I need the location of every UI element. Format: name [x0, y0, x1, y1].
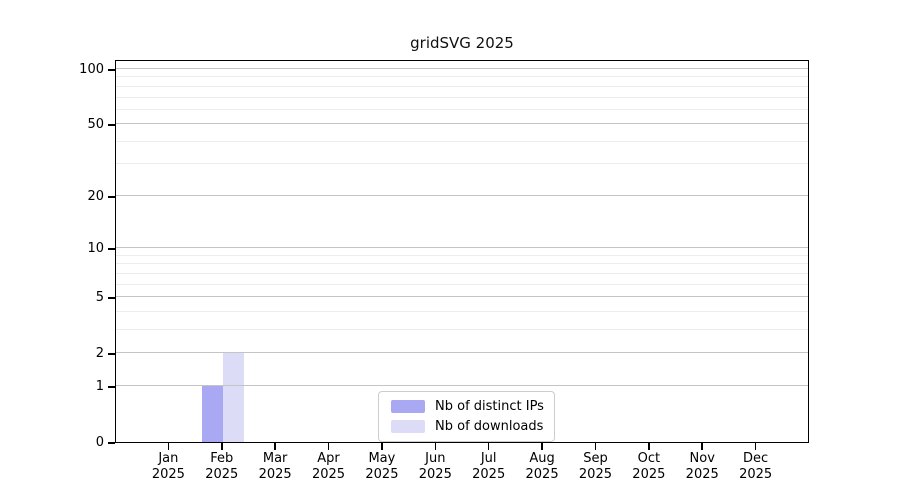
x-axis-tick	[221, 443, 223, 450]
chart-title: gridSVG 2025	[410, 34, 514, 52]
bar-nb-of-distinct-ips	[201, 385, 223, 442]
x-axis-tick	[274, 443, 276, 450]
y-tick-label: 1	[95, 378, 104, 394]
x-tick-label: Jan 2025	[136, 451, 200, 483]
y-axis-tick	[108, 248, 115, 250]
y-axis-tick	[108, 353, 115, 355]
x-tick-label: Mar 2025	[243, 451, 307, 483]
x-tick-month: Feb	[210, 451, 234, 466]
y-axis-tick	[108, 442, 115, 444]
x-tick-month: Mar	[262, 451, 288, 466]
plot-area	[115, 60, 809, 443]
legend-row: Nb of distinct IPs	[391, 397, 544, 416]
legend: Nb of distinct IPs Nb of downloads	[378, 391, 555, 442]
legend-row: Nb of downloads	[391, 417, 544, 436]
gridline-major	[116, 352, 808, 354]
gridline-minor	[116, 263, 808, 265]
y-tick-label: 10	[87, 241, 104, 257]
x-tick-label: Sep 2025	[563, 451, 627, 483]
x-tick-year: 2025	[632, 467, 666, 482]
x-axis-tick	[487, 443, 490, 450]
y-axis-tick	[108, 196, 115, 198]
x-tick-month: Jan	[158, 451, 179, 466]
gridline-major	[116, 384, 808, 386]
gridline-minor	[116, 163, 808, 165]
x-tick-label: Apr 2025	[297, 451, 361, 483]
x-tick-year: 2025	[365, 467, 399, 482]
x-tick-month: Dec	[743, 451, 769, 466]
x-tick-year: 2025	[525, 467, 559, 482]
y-axis-tick	[108, 386, 115, 388]
y-tick-label: 20	[87, 188, 104, 204]
legend-label: Nb of distinct IPs	[435, 399, 544, 414]
x-tick-month: Sep	[583, 451, 608, 466]
y-axis-tick	[108, 124, 115, 126]
gridline-minor	[116, 108, 808, 110]
x-tick-label: Jun 2025	[403, 451, 467, 483]
x-tick-year: 2025	[739, 467, 773, 482]
x-tick-month: Aug	[529, 451, 555, 466]
y-axis-tick	[108, 69, 115, 71]
x-tick-label: Aug 2025	[510, 451, 574, 483]
x-tick-label: Oct 2025	[617, 451, 681, 483]
bar-nb-of-downloads	[222, 353, 244, 442]
y-tick-label: 0	[95, 435, 104, 450]
gridline-minor	[116, 328, 808, 330]
x-tick-label: Feb 2025	[190, 451, 254, 483]
gridline-major	[116, 123, 808, 125]
x-axis-tick	[594, 443, 597, 450]
x-axis-tick	[541, 443, 543, 450]
gridline-minor	[116, 310, 808, 312]
x-tick-year: 2025	[205, 467, 239, 482]
x-tick-year: 2025	[578, 467, 612, 482]
gridline-minor	[116, 140, 808, 142]
x-tick-month: Oct	[637, 451, 661, 466]
gridline-minor	[116, 76, 808, 78]
x-axis-tick	[648, 443, 650, 450]
legend-label: Nb of downloads	[435, 419, 544, 434]
y-axis-tick	[108, 297, 115, 299]
x-tick-month: May	[368, 451, 396, 466]
gridline-major	[116, 194, 808, 196]
x-tick-month: Apr	[317, 451, 340, 466]
legend-swatch	[391, 420, 425, 433]
gridline-minor	[116, 85, 808, 87]
x-tick-label: May 2025	[350, 451, 414, 483]
x-axis-tick	[701, 443, 703, 450]
y-tick-label: 100	[79, 62, 104, 77]
x-tick-year: 2025	[151, 467, 185, 482]
x-axis-tick	[754, 443, 757, 450]
gridline-major	[116, 247, 808, 249]
x-tick-year: 2025	[258, 467, 292, 482]
x-tick-year: 2025	[418, 467, 452, 482]
x-tick-year: 2025	[472, 467, 506, 482]
gridline-minor	[116, 272, 808, 274]
x-tick-label: Dec 2025	[724, 451, 788, 483]
x-axis-tick	[434, 443, 437, 450]
gridline-minor	[116, 96, 808, 98]
gridline-minor	[116, 283, 808, 285]
x-tick-label: Jul 2025	[457, 451, 521, 483]
y-tick-label: 2	[95, 346, 104, 362]
y-tick-label: 5	[95, 290, 104, 306]
x-axis-tick	[327, 443, 330, 450]
y-tick-label: 50	[87, 117, 104, 133]
x-tick-year: 2025	[311, 467, 346, 482]
x-axis-tick	[381, 443, 383, 450]
x-tick-label: Nov 2025	[670, 451, 734, 483]
gridline-major	[116, 68, 808, 69]
gridline-minor	[116, 254, 808, 256]
x-tick-month: Jul	[480, 451, 497, 466]
x-tick-year: 2025	[685, 467, 719, 482]
legend-swatch	[391, 400, 425, 413]
x-axis-tick	[167, 443, 170, 450]
gridline-major	[116, 296, 808, 298]
x-tick-month: Nov	[689, 451, 715, 466]
x-tick-month: Jun	[425, 451, 446, 466]
